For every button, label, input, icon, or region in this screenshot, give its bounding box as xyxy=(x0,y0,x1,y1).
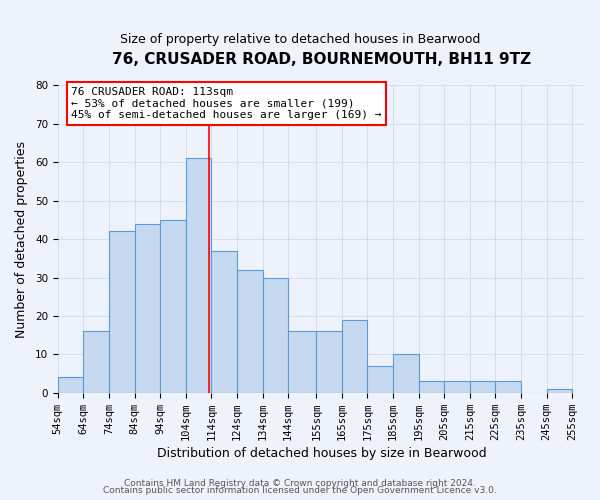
Bar xyxy=(83,332,109,393)
Bar xyxy=(470,382,496,393)
Bar xyxy=(367,366,393,393)
Bar xyxy=(547,389,572,393)
Bar xyxy=(211,250,237,393)
Y-axis label: Number of detached properties: Number of detached properties xyxy=(15,140,28,338)
Bar xyxy=(263,278,288,393)
Bar xyxy=(134,224,160,393)
Bar xyxy=(316,332,342,393)
Bar xyxy=(444,382,470,393)
Bar xyxy=(58,378,83,393)
Title: 76, CRUSADER ROAD, BOURNEMOUTH, BH11 9TZ: 76, CRUSADER ROAD, BOURNEMOUTH, BH11 9TZ xyxy=(112,52,531,68)
Text: Contains HM Land Registry data © Crown copyright and database right 2024.: Contains HM Land Registry data © Crown c… xyxy=(124,478,476,488)
Text: Contains public sector information licensed under the Open Government Licence v3: Contains public sector information licen… xyxy=(103,486,497,495)
Bar xyxy=(109,232,134,393)
X-axis label: Distribution of detached houses by size in Bearwood: Distribution of detached houses by size … xyxy=(157,447,486,460)
Text: Size of property relative to detached houses in Bearwood: Size of property relative to detached ho… xyxy=(120,32,480,46)
Bar xyxy=(342,320,367,393)
Text: 76 CRUSADER ROAD: 113sqm
← 53% of detached houses are smaller (199)
45% of semi-: 76 CRUSADER ROAD: 113sqm ← 53% of detach… xyxy=(71,87,382,120)
Bar xyxy=(237,270,263,393)
Bar xyxy=(496,382,521,393)
Bar xyxy=(288,332,316,393)
Bar xyxy=(160,220,186,393)
Bar xyxy=(393,354,419,393)
Bar xyxy=(419,382,444,393)
Bar xyxy=(186,158,211,393)
